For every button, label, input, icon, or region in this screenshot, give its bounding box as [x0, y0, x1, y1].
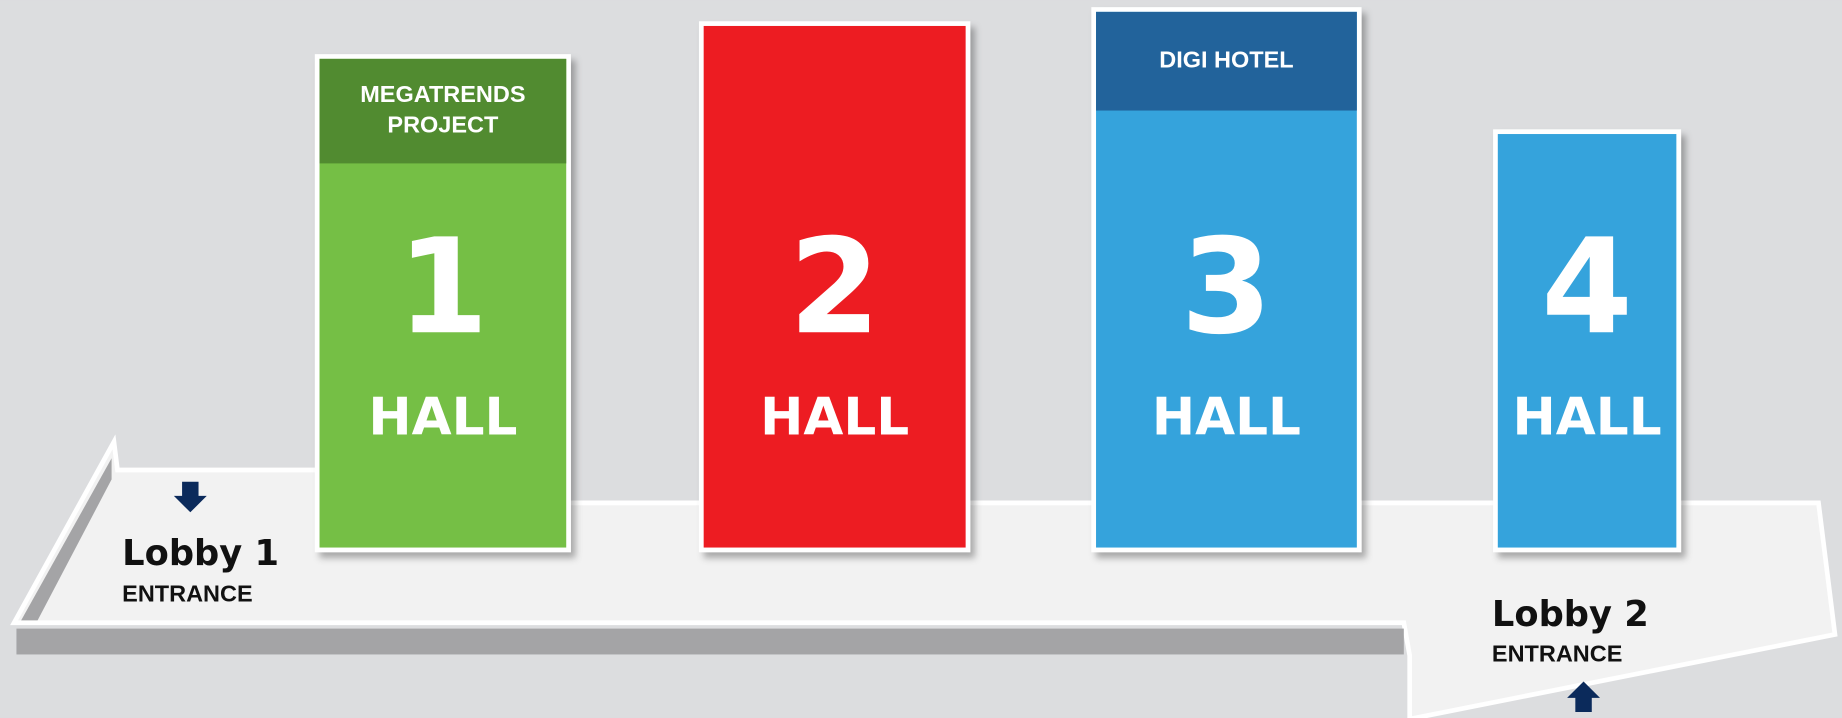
hall-label: HALL [760, 388, 909, 448]
hall-number: 4 [1541, 211, 1633, 364]
lobby-name: Lobby 2 [1492, 594, 1649, 635]
hall-label: HALL [1152, 388, 1301, 448]
hall [698, 21, 971, 553]
lobby-subtitle: ENTRANCE [122, 581, 252, 607]
hall-banner [319, 58, 567, 164]
banner-text: PROJECT [387, 112, 499, 138]
banner-text: DIGI HOTEL [1159, 46, 1293, 72]
banner-text: MEGATRENDS [360, 81, 525, 107]
lobby-subtitle: ENTRANCE [1492, 640, 1622, 666]
hall-number: 1 [397, 211, 489, 364]
hall-label: HALL [1513, 388, 1662, 448]
hall [1493, 129, 1682, 553]
hall-number: 2 [789, 211, 881, 364]
floor-edge [16, 628, 1404, 655]
hall-banner [1096, 11, 1357, 111]
lobby-name: Lobby 1 [122, 533, 279, 574]
hall-label: HALL [368, 388, 517, 448]
entrance-arrow [1567, 681, 1601, 713]
hall-number: 3 [1181, 211, 1273, 364]
